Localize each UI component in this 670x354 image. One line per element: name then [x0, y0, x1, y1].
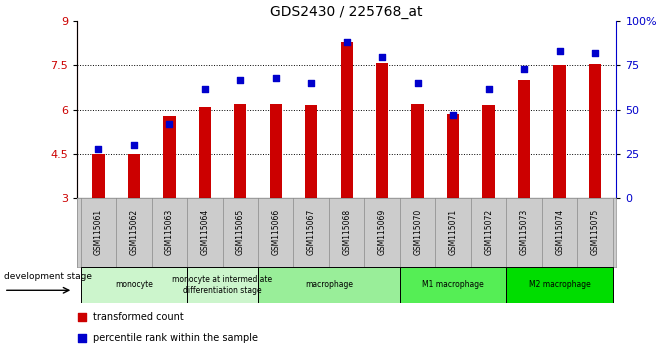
Point — [164, 121, 175, 127]
Bar — [92, 154, 105, 198]
Bar — [198, 107, 211, 198]
Text: GSM115066: GSM115066 — [271, 209, 280, 255]
Point — [93, 146, 104, 152]
Point — [306, 80, 317, 86]
Bar — [258, 267, 400, 303]
Text: GSM115063: GSM115063 — [165, 209, 174, 255]
Text: M1 macrophage: M1 macrophage — [422, 280, 484, 290]
Text: macrophage: macrophage — [305, 280, 353, 290]
Bar — [411, 104, 424, 198]
Bar — [340, 42, 353, 198]
Text: monocyte: monocyte — [115, 280, 153, 290]
Text: GSM115074: GSM115074 — [555, 209, 564, 255]
Point — [483, 86, 494, 91]
Text: GSM115068: GSM115068 — [342, 209, 351, 255]
Text: GSM115061: GSM115061 — [94, 209, 103, 255]
Bar — [482, 105, 495, 198]
Bar — [187, 267, 258, 303]
Point — [391, 228, 401, 234]
Text: GSM115075: GSM115075 — [591, 209, 600, 255]
Point — [448, 112, 458, 118]
Text: GSM115065: GSM115065 — [236, 209, 245, 255]
Bar — [553, 65, 566, 198]
Point — [590, 50, 600, 56]
Text: GSM115072: GSM115072 — [484, 209, 493, 255]
Bar — [269, 104, 282, 198]
Bar — [447, 114, 460, 198]
Text: GSM115071: GSM115071 — [449, 209, 458, 255]
Text: transformed count: transformed count — [93, 312, 184, 322]
Text: development stage: development stage — [4, 272, 92, 281]
Point — [519, 66, 529, 72]
Bar — [234, 104, 247, 198]
Bar — [163, 116, 176, 198]
Bar — [305, 105, 318, 198]
Text: GSM115073: GSM115073 — [520, 209, 529, 255]
Text: GSM115069: GSM115069 — [378, 209, 387, 255]
Point — [391, 35, 401, 41]
Text: percentile rank within the sample: percentile rank within the sample — [93, 333, 258, 343]
Bar — [400, 267, 507, 303]
Text: monocyte at intermediate
differentiation stage: monocyte at intermediate differentiation… — [172, 275, 273, 295]
Text: GSM115064: GSM115064 — [200, 209, 209, 255]
Bar — [518, 80, 531, 198]
Point — [377, 54, 387, 59]
Point — [341, 40, 352, 45]
Point — [129, 142, 139, 148]
Text: GSM115067: GSM115067 — [307, 209, 316, 255]
Point — [412, 80, 423, 86]
Bar — [507, 267, 613, 303]
Bar — [589, 64, 601, 198]
Text: GSM115062: GSM115062 — [129, 209, 138, 255]
Title: GDS2430 / 225768_at: GDS2430 / 225768_at — [271, 5, 423, 19]
Point — [554, 48, 565, 54]
Bar — [376, 63, 389, 198]
Point — [200, 86, 210, 91]
Point — [235, 77, 246, 82]
Text: GSM115070: GSM115070 — [413, 209, 422, 255]
Text: M2 macrophage: M2 macrophage — [529, 280, 590, 290]
Point — [271, 75, 281, 81]
Bar — [127, 154, 140, 198]
Bar — [80, 267, 187, 303]
